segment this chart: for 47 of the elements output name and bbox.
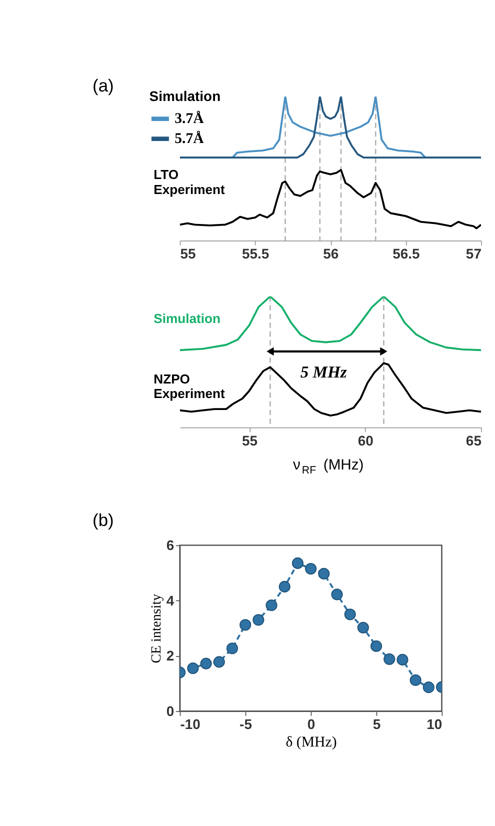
x-tick-label: -5 <box>240 716 252 732</box>
series-label: NZPO Experiment <box>154 371 226 402</box>
x-tick-label: 65 <box>466 432 482 448</box>
text: (a) <box>92 75 114 96</box>
point <box>344 608 356 620</box>
x-tick-label: -10 <box>180 716 201 732</box>
point <box>252 614 264 626</box>
point <box>200 658 212 670</box>
point <box>331 588 343 600</box>
legend-label: 3.7Å <box>174 110 204 128</box>
annotation: 5 MHz <box>300 362 348 382</box>
x-tick-label: 5 <box>372 716 381 732</box>
y-tick-label: 0 <box>166 702 174 719</box>
y-tick-label: 4 <box>166 592 174 608</box>
point <box>370 640 382 652</box>
x-tick-label: 56.5 <box>392 245 420 262</box>
point <box>292 557 304 569</box>
x-tick-label: 0 <box>307 716 316 732</box>
point <box>422 682 434 694</box>
x-tick-label: 55 <box>180 245 196 262</box>
legend-label: 5.7Å <box>174 130 204 148</box>
point <box>278 580 290 592</box>
point <box>305 562 317 575</box>
x-tick-label: 60 <box>358 432 374 448</box>
x-tick-label: 55 <box>242 432 258 448</box>
point <box>187 662 199 674</box>
x-tick-label: 10 <box>426 716 442 732</box>
point <box>384 653 396 665</box>
y-axis-title: CE intensity <box>149 594 164 664</box>
series-label: Simulation <box>154 311 221 326</box>
point <box>318 568 330 580</box>
point <box>226 642 238 654</box>
text: (b) <box>92 510 114 530</box>
annotation: LTO Experiment <box>154 167 226 197</box>
point <box>396 654 408 666</box>
x-tick-label: 57 <box>466 245 482 262</box>
point <box>240 619 252 631</box>
point <box>410 674 422 686</box>
x-tick-label: 55.5 <box>242 245 270 262</box>
point <box>266 599 278 612</box>
y-tick-label: 6 <box>166 537 174 554</box>
y-tick-label: 2 <box>166 648 174 664</box>
x-axis-title: δ (MHz) <box>286 734 337 750</box>
point <box>213 656 225 668</box>
point <box>357 622 369 634</box>
legend-title: Simulation <box>149 88 221 104</box>
x-tick-label: 56 <box>323 245 339 262</box>
